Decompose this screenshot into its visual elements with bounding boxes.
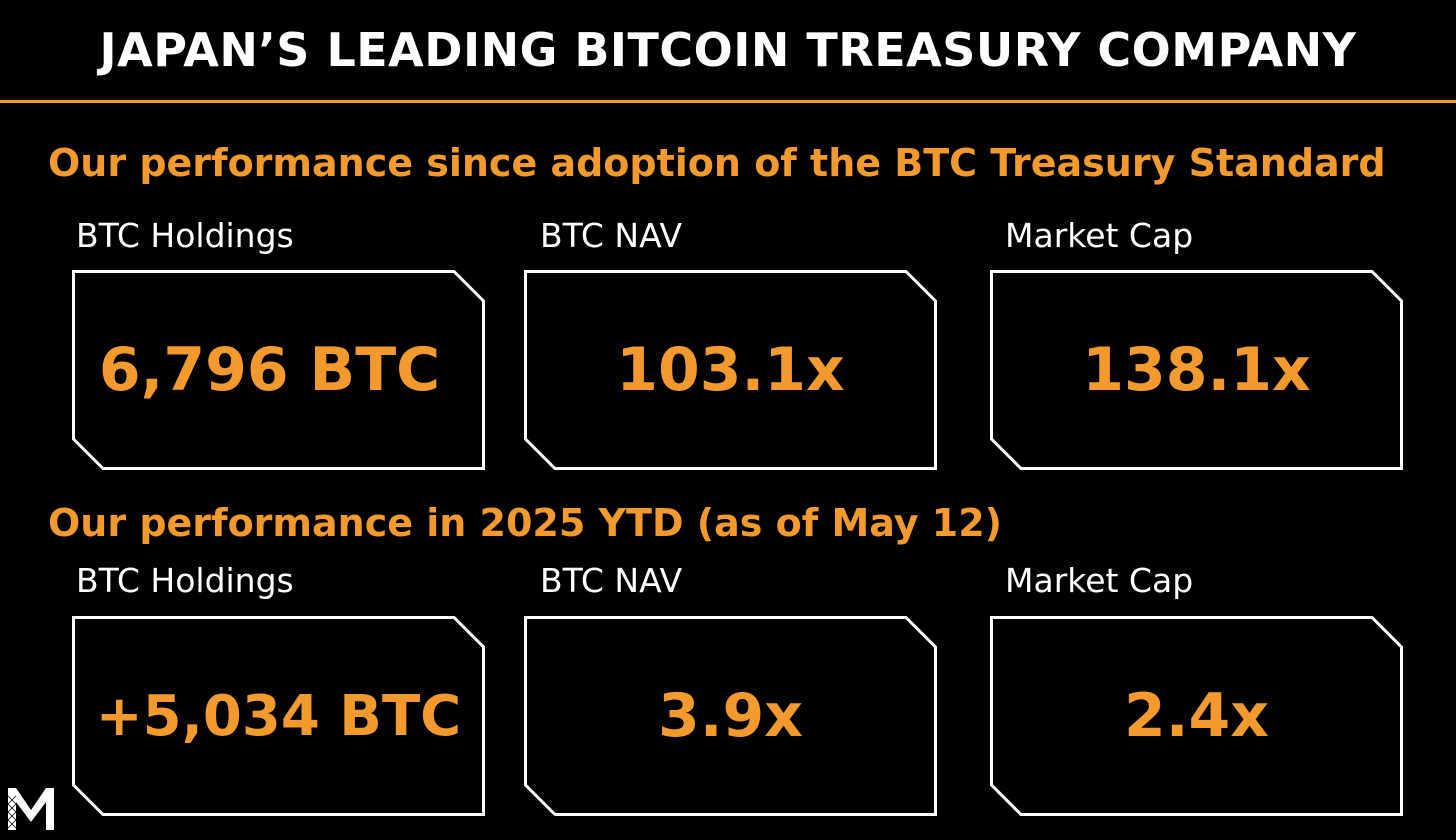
page-title: JAPAN’S LEADING BITCOIN TREASURY COMPANY <box>99 23 1357 77</box>
card-frame <box>524 270 937 470</box>
metric-card-market-cap: 138.1x <box>990 270 1403 470</box>
metric-card-btc-holdings-ytd: +5,034 BTC <box>72 616 485 816</box>
metric-value-market-cap: 138.1x <box>1082 335 1311 405</box>
metric-label-btc-holdings: BTC Holdings <box>76 216 294 255</box>
card-frame <box>72 616 485 816</box>
card-frame <box>990 270 1403 470</box>
metric-label-btc-nav: BTC NAV <box>540 561 683 600</box>
metric-label-market-cap: Market Cap <box>1005 561 1194 600</box>
m-logo-icon <box>7 788 54 830</box>
metric-value-btc-nav-ytd: 3.9x <box>658 681 803 751</box>
card-frame <box>524 616 937 816</box>
title-divider <box>0 100 1456 103</box>
metric-label-market-cap: Market Cap <box>1005 216 1194 255</box>
metric-label-btc-holdings: BTC Holdings <box>76 561 294 600</box>
metric-card-btc-nav: 103.1x <box>524 270 937 470</box>
section-heading-2025-ytd: Our performance in 2025 YTD (as of May 1… <box>48 501 1003 545</box>
section-heading-since-adoption: Our performance since adoption of the BT… <box>48 141 1386 185</box>
metric-card-btc-nav-ytd: 3.9x <box>524 616 937 816</box>
metric-value-btc-holdings-ytd: +5,034 BTC <box>95 683 462 749</box>
metric-card-btc-holdings: 6,796 BTC <box>72 270 485 470</box>
metric-value-btc-nav: 103.1x <box>616 335 845 405</box>
metric-label-btc-nav: BTC NAV <box>540 216 683 255</box>
metric-card-market-cap-ytd: 2.4x <box>990 616 1403 816</box>
card-frame <box>72 270 485 470</box>
metric-value-market-cap-ytd: 2.4x <box>1124 681 1269 751</box>
card-frame <box>990 616 1403 816</box>
metric-value-btc-holdings: 6,796 BTC <box>98 335 441 405</box>
